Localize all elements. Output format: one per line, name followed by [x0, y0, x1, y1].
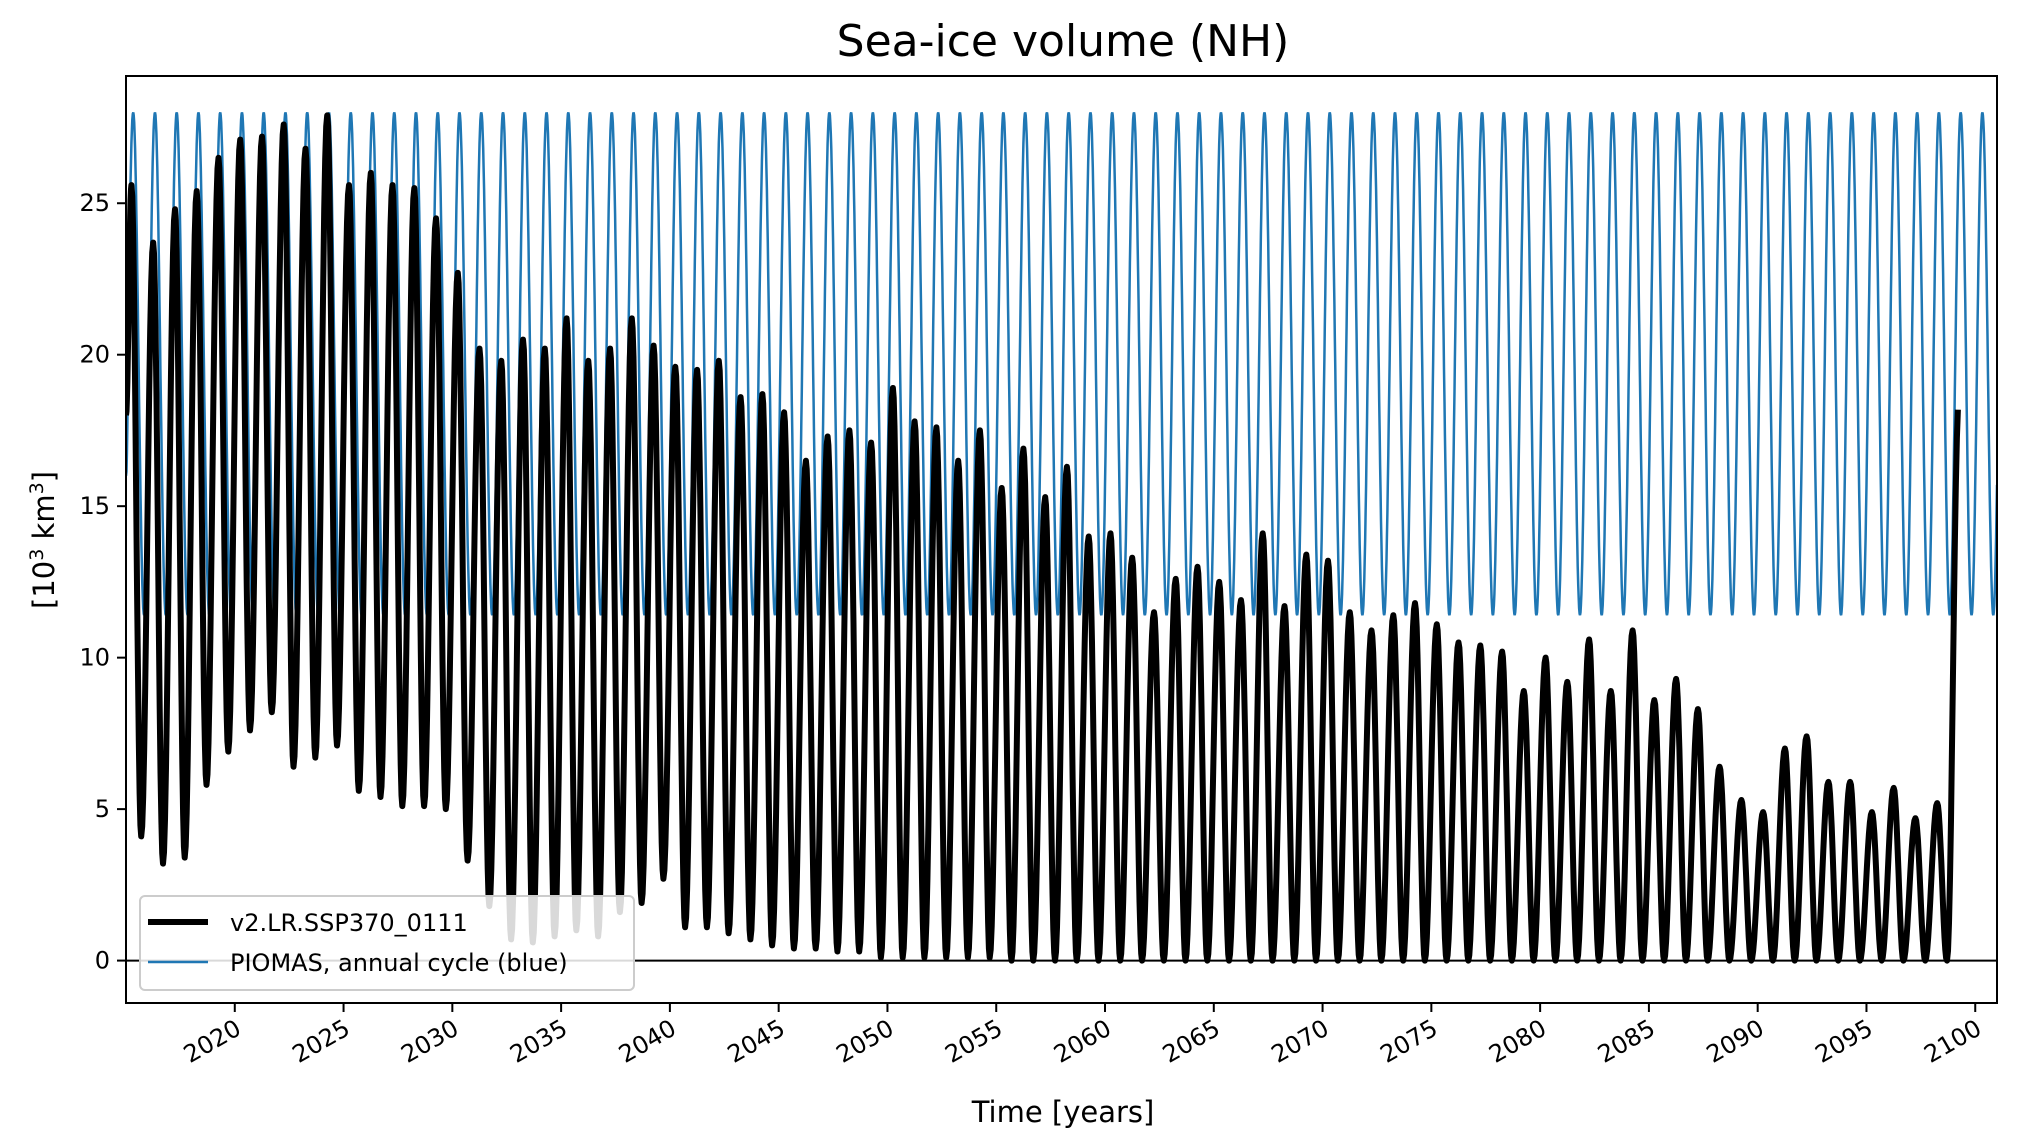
- x-tick-label: 2095: [1811, 1014, 1878, 1069]
- x-tick-label: 2060: [1049, 1014, 1116, 1069]
- plot-frame: [125, 75, 1998, 1004]
- x-tick-label: 2040: [614, 1014, 681, 1069]
- y-tick-label: 10: [79, 644, 110, 672]
- x-axis-label: Time [years]: [971, 1095, 1155, 1129]
- x-tick-label: 2085: [1593, 1014, 1660, 1069]
- y-tick-label: 15: [79, 492, 110, 520]
- y-axis-label: [103 km3]: [26, 471, 61, 609]
- x-tick-label: 2050: [832, 1014, 899, 1069]
- y-axis: 0 5 10 15 20 25: [79, 189, 126, 975]
- x-tick-label: 2035: [505, 1014, 572, 1069]
- y-tick-label: 25: [79, 189, 110, 217]
- x-tick-label: 2025: [288, 1014, 355, 1069]
- plot-area: [125, 75, 1998, 1004]
- x-tick-label: 2045: [723, 1014, 790, 1069]
- x-tick-label: 2020: [179, 1014, 246, 1069]
- y-tick-label: 5: [95, 795, 110, 823]
- legend-label-piomas: PIOMAS, annual cycle (blue): [230, 949, 568, 977]
- legend-box: [139, 895, 635, 991]
- y-tick-label: 0: [95, 947, 110, 975]
- x-tick-label: 2075: [1375, 1014, 1442, 1069]
- x-tick-label: 2065: [1158, 1014, 1225, 1069]
- y-tick-label: 20: [79, 341, 110, 369]
- x-tick-label: 2055: [940, 1014, 1007, 1069]
- x-tick-label: 2100: [1919, 1014, 1986, 1069]
- series-line-piomas: [126, 112, 1997, 616]
- series-line-model: [126, 112, 1961, 964]
- legend: v2.LR.SSP370_0111 PIOMAS, annual cycle (…: [139, 895, 635, 991]
- x-tick-label: 2030: [396, 1014, 463, 1069]
- legend-label-model: v2.LR.SSP370_0111: [230, 909, 468, 937]
- x-axis: 2020 2025 2030 2035 2040 2045 2050 2055 2060 2065…: [179, 1003, 1986, 1069]
- x-tick-label: 2090: [1702, 1014, 1769, 1069]
- x-tick-label: 2080: [1484, 1014, 1551, 1069]
- chart-title: Sea-ice volume (NH): [837, 16, 1290, 67]
- x-tick-label: 2070: [1267, 1014, 1334, 1069]
